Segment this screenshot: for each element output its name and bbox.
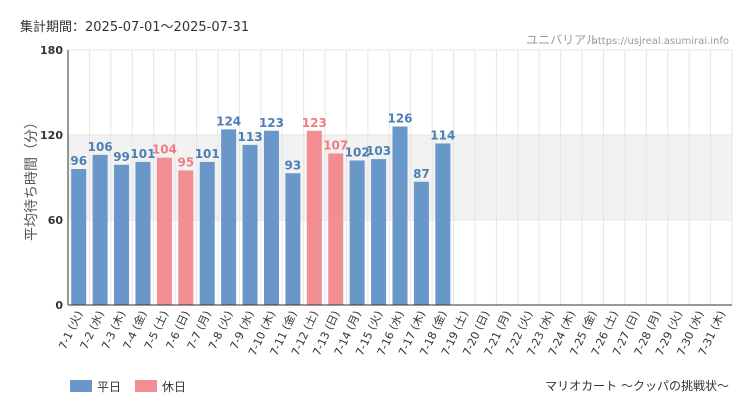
- bar-value-label: 123: [259, 116, 284, 130]
- brand-url: https://usjreal.asumirai.info: [592, 36, 729, 47]
- bar: [435, 143, 451, 305]
- bar-value-label: 106: [88, 140, 113, 154]
- bar-value-label: 99: [113, 150, 130, 164]
- y-tick-label: 180: [40, 44, 63, 57]
- bar: [306, 130, 322, 305]
- axes: [67, 50, 732, 306]
- legend-label-weekday: 平日: [97, 380, 121, 394]
- y-tick-label: 120: [40, 129, 63, 142]
- bar-value-label: 93: [285, 158, 302, 172]
- legend-label-holiday: 休日: [162, 380, 186, 394]
- bar-value-label: 126: [387, 112, 412, 126]
- bar: [156, 157, 172, 305]
- bar: [392, 126, 408, 305]
- y-tick-label: 60: [48, 214, 64, 227]
- bar: [135, 161, 151, 305]
- y-axis-title: 平均待ち時間（分）: [24, 115, 40, 241]
- bar: [263, 130, 279, 305]
- legend-swatch-weekday: [70, 380, 92, 392]
- legend: 平日 休日: [70, 380, 186, 394]
- grid-lines: [67, 49, 733, 306]
- bar: [114, 164, 130, 305]
- bar: [328, 153, 344, 305]
- bar: [242, 144, 258, 305]
- bar-value-label: 107: [323, 138, 348, 152]
- bar-value-label: 102: [345, 146, 370, 160]
- bar-value-label: 95: [177, 155, 194, 169]
- brand-name: ユニバリアル: [526, 33, 598, 47]
- bar-value-label: 96: [70, 154, 87, 168]
- bar-value-label: 103: [366, 144, 391, 158]
- bar-value-label: 123: [302, 116, 327, 130]
- bar-value-label: 104: [152, 143, 177, 157]
- bar: [285, 173, 301, 305]
- bar-value-label: 113: [238, 130, 263, 144]
- bars: [71, 126, 451, 305]
- period-label: 集計期間：2025-07-01～2025-07-31: [20, 19, 249, 35]
- bar: [371, 159, 387, 305]
- bar: [92, 154, 108, 305]
- bar: [199, 161, 215, 305]
- bar-value-label: 87: [413, 167, 430, 181]
- bar: [413, 181, 429, 305]
- bar-value-label: 101: [195, 147, 220, 161]
- bar-value-label: 114: [430, 129, 455, 143]
- x-tick-labels: 7-1 (火)7-2 (水)7-3 (木)7-4 (金)7-5 (土)7-6 (…: [56, 308, 728, 357]
- y-tick-label: 0: [55, 299, 63, 312]
- bar: [71, 169, 87, 305]
- bar: [349, 160, 365, 305]
- attraction-name: マリオカート ～クッパの挑戦状～: [545, 379, 729, 393]
- bar: [178, 170, 194, 305]
- bar-value-label: 124: [216, 114, 241, 128]
- y-tick-labels: 0 60 120 180: [40, 44, 63, 312]
- bar-value-label: 101: [130, 147, 155, 161]
- legend-swatch-holiday: [135, 380, 157, 392]
- bar: [221, 129, 237, 305]
